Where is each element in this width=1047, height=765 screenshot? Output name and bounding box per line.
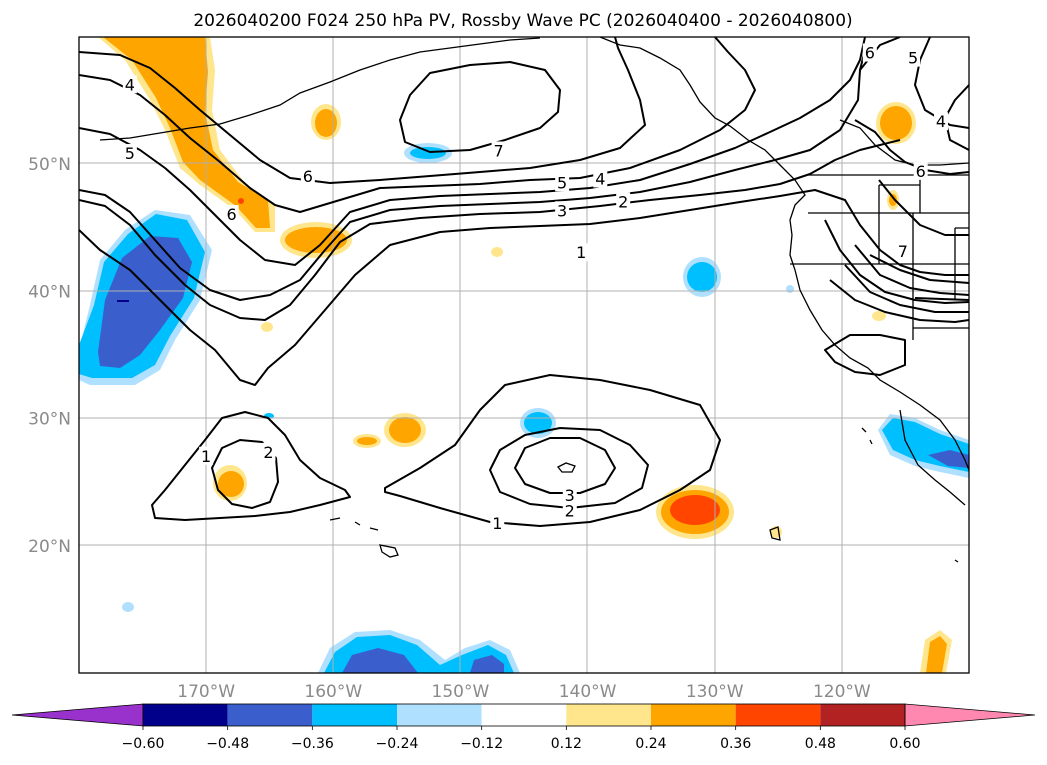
contour-label: 5: [908, 49, 918, 68]
contour-label-bg: [491, 141, 506, 160]
colorbar-segment: [312, 704, 397, 726]
lon-tick-label: 140°W: [559, 682, 617, 702]
contour-label: 2: [618, 192, 628, 211]
lat-tick-label: 20°N: [28, 537, 71, 557]
contour-label-bg: [616, 192, 631, 211]
colorbar-tick-label: 0.36: [720, 736, 751, 752]
colorbar-tick-label: 0.48: [805, 736, 836, 752]
contour-label-bg: [224, 205, 239, 224]
contour-label: 4: [125, 75, 135, 94]
contour-label: 6: [865, 44, 875, 63]
colorbar-segment: [397, 704, 482, 726]
colorbar-tick-label: −0.60: [122, 736, 165, 752]
contour-label: 4: [936, 112, 946, 131]
contour-label-bg: [555, 173, 570, 192]
colorbar-extend-low: [11, 703, 144, 727]
contour-label: 6: [226, 205, 236, 224]
contour-label-bg: [913, 161, 928, 180]
longitude-tick-labels: 170°W 160°W 150°W 140°W 130°W 120°W: [177, 682, 871, 702]
contour-label: 1: [201, 447, 211, 466]
pv-contours: [79, 37, 969, 527]
contour-label-bg: [122, 144, 137, 163]
colorbar-tick-label: −0.36: [291, 736, 334, 752]
contour-label-bg: [895, 241, 910, 260]
contour-label-bg: [300, 166, 315, 185]
contour-label: 6: [916, 162, 926, 181]
lon-tick-label: 130°W: [686, 682, 744, 702]
colorbar-frame: [142, 703, 906, 727]
contour-label: 6: [303, 167, 313, 186]
contour-label: 7: [898, 242, 908, 261]
contour-label: 1: [492, 514, 502, 533]
lon-tick-label: 150°W: [432, 682, 490, 702]
chart-title: 2026040200 F024 250 hPa PV, Rossby Wave …: [193, 11, 852, 31]
colorbar-segment: [143, 704, 228, 726]
colorbar-segment: [651, 704, 736, 726]
contour-label-bg: [261, 442, 276, 461]
contour-label: 3: [557, 201, 567, 220]
contour-label: 4: [595, 169, 605, 188]
contour-label: 5: [125, 144, 135, 163]
contour-label-bg: [562, 486, 577, 505]
colorbar-segment: [481, 704, 567, 726]
colorbar: −0.60 −0.48 −0.36 −0.24 −0.12 0.12 0.24 0.36 0.4…: [11, 703, 1036, 752]
latitude-tick-labels: 50°N 40°N 30°N 20°N: [28, 155, 71, 557]
colorbar-tick-label: 0.24: [635, 736, 666, 752]
colorbar-tick-labels: −0.60 −0.48 −0.36 −0.24 −0.12 0.12 0.24 0.36 0.4…: [122, 726, 921, 752]
colorbar-tick-label: −0.12: [460, 736, 503, 752]
colorbar-extend-high: [904, 703, 1036, 727]
contour-label-bg: [934, 112, 949, 131]
colorbar-tick-label: 0.60: [889, 736, 920, 752]
colorbar-tick-label: 0.12: [551, 736, 582, 752]
lat-tick-label: 40°N: [28, 282, 71, 302]
colorbar-segment: [735, 704, 821, 726]
contour-label: 1: [576, 243, 586, 262]
plot-frame: [78, 36, 970, 674]
lat-tick-label: 50°N: [28, 155, 71, 175]
colorbar-segment: [227, 704, 313, 726]
coastlines: [99, 37, 969, 563]
lat-tick-label: 30°N: [28, 410, 71, 430]
contour-label-bg: [562, 501, 577, 520]
contour-label-bg: [574, 243, 589, 262]
contour-label-bg: [199, 446, 214, 465]
colorbar-segment: [820, 704, 905, 726]
contour-label-bg: [555, 201, 570, 220]
contour-label: 2: [263, 443, 273, 462]
lon-tick-label: 170°W: [177, 682, 235, 702]
lon-tick-label: 160°W: [304, 682, 362, 702]
lon-tick-label: 120°W: [813, 682, 871, 702]
colorbar-tick-label: −0.48: [206, 736, 249, 752]
colorbar-segment: [566, 704, 651, 726]
contour-label-bg: [906, 48, 921, 67]
colorbar-tick-label: −0.24: [376, 736, 419, 752]
contour-label-bg: [862, 43, 877, 62]
contour-label-bg: [490, 514, 505, 533]
colorbar-segments: [11, 703, 1036, 727]
contour-label: 3: [565, 486, 575, 505]
graticule: [79, 37, 969, 673]
contour-label-bg: [122, 75, 137, 94]
contour-label: 2: [565, 501, 575, 520]
contour-label-bg: [593, 169, 608, 188]
contour-label: 7: [493, 141, 503, 160]
contour-label: 5: [557, 173, 567, 192]
